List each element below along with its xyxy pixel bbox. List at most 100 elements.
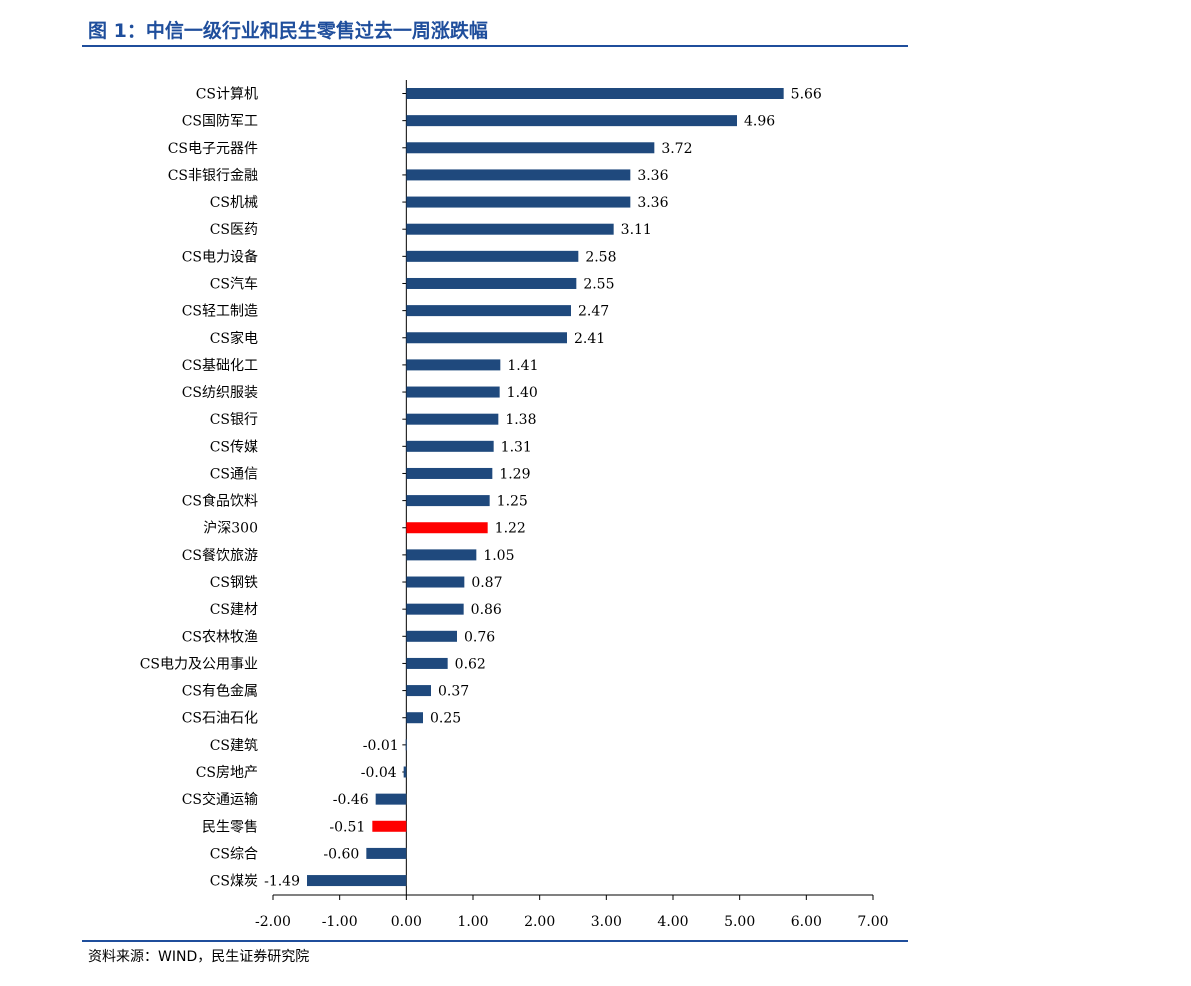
value-label: 3.36	[637, 195, 668, 211]
value-label: 2.55	[583, 276, 614, 292]
value-label: 1.38	[505, 412, 536, 428]
bar	[406, 467, 493, 479]
x-tick-label: 3.00	[591, 914, 622, 930]
category-label: CS传媒	[210, 439, 258, 455]
category-label: CS通信	[210, 466, 258, 482]
figure-title: 图 1：中信一级行业和民生零售过去一周涨跌幅	[88, 20, 488, 42]
bar	[406, 277, 577, 289]
category-label: CS计算机	[196, 87, 258, 103]
value-label: 1.05	[483, 548, 514, 564]
source-note: 资料来源：WIND，民生证券研究院	[88, 949, 310, 965]
category-label: CS电子元器件	[168, 141, 258, 157]
value-label: 0.25	[430, 711, 461, 727]
category-label: CS餐饮旅游	[182, 548, 258, 564]
category-label: CS交通运输	[182, 791, 258, 808]
bar	[406, 495, 490, 507]
x-tick-label: -1.00	[322, 914, 358, 930]
bar	[406, 305, 571, 317]
category-label: CS电力及公用事业	[140, 656, 258, 672]
value-label: 1.22	[495, 521, 526, 537]
value-labels: 5.66 4.96 3.72 3.36 3.36 3.11 2.58 2.55 2.47 2.41…	[264, 87, 822, 890]
value-label: 1.31	[501, 439, 532, 455]
x-tick-label: 4.00	[657, 914, 688, 930]
value-label: 2.47	[578, 304, 609, 320]
bar	[406, 359, 501, 371]
bar	[406, 196, 631, 208]
bar	[406, 440, 494, 452]
x-tick-label: 2.00	[524, 914, 555, 930]
x-tick-label: 6.00	[791, 914, 822, 930]
value-label: -0.51	[329, 819, 365, 835]
category-label: CS农林牧渔	[182, 629, 258, 645]
category-label: CS钢铁	[210, 575, 258, 591]
category-label: CS电力设备	[182, 248, 258, 265]
title-rule	[82, 45, 908, 47]
tick-labels: -2.00 -1.00 0.00 1.00 2.00 3.00 4.00 5.00 6.00 7.…	[255, 914, 889, 930]
category-label: CS纺织服装	[182, 385, 258, 401]
value-label: 3.36	[637, 168, 668, 184]
category-label: CS煤炭	[210, 874, 258, 890]
value-label: -1.49	[264, 874, 300, 890]
bar	[406, 115, 737, 127]
category-label: CS房地产	[196, 765, 258, 781]
bar	[405, 739, 407, 751]
category-label: CS机械	[210, 195, 258, 211]
value-label: 0.76	[464, 629, 495, 645]
bar	[406, 603, 464, 615]
bar	[403, 766, 407, 778]
value-label: 0.87	[471, 575, 502, 591]
value-label: -0.04	[361, 765, 397, 781]
category-label: CS汽车	[210, 275, 258, 292]
x-tick-label: 0.00	[391, 914, 422, 930]
bar	[406, 386, 500, 398]
value-label: 1.40	[507, 385, 538, 401]
category-label: 民生零售	[202, 819, 258, 835]
bar	[307, 875, 407, 887]
bar	[366, 847, 407, 859]
chart-bars	[307, 88, 784, 887]
category-label: CS建材	[210, 602, 258, 618]
category-label: CS石油石化	[182, 711, 258, 727]
x-tick-label: 5.00	[724, 914, 755, 930]
footer-rule	[82, 940, 908, 942]
value-label: -0.60	[323, 846, 359, 862]
category-label: CS基础化工	[182, 357, 258, 374]
x-tick-label: 7.00	[857, 914, 888, 930]
value-label: 5.66	[791, 87, 822, 103]
bar	[406, 250, 579, 262]
category-label: CS国防军工	[182, 114, 258, 130]
value-label: 0.37	[438, 684, 469, 700]
bar	[406, 223, 614, 235]
category-label: CS食品饮料	[182, 493, 258, 510]
bar	[406, 657, 448, 669]
bar	[406, 413, 499, 425]
value-label: -0.46	[333, 792, 369, 808]
value-label: 3.11	[621, 222, 652, 238]
value-label: 1.29	[499, 466, 530, 482]
category-label: CS医药	[210, 222, 258, 238]
x-tick-label: -2.00	[255, 914, 291, 930]
x-tick-label: 1.00	[457, 914, 488, 930]
category-label: CS综合	[210, 846, 258, 862]
bar	[406, 169, 631, 181]
value-label: 0.62	[455, 656, 486, 672]
bar	[406, 549, 477, 561]
value-label: 2.58	[585, 249, 616, 265]
bar	[406, 522, 488, 534]
value-label: 4.96	[744, 114, 775, 130]
bar	[372, 820, 407, 832]
category-label: CS有色金属	[182, 683, 258, 700]
category-label: CS轻工制造	[182, 304, 258, 320]
category-labels: CS计算机 CS国防军工 CS电子元器件 CS非银行金融 CS机械 CS医药 CS电力设备 C…	[140, 87, 258, 890]
category-label: CS建筑	[210, 738, 258, 754]
category-label: CS家电	[210, 330, 258, 347]
value-label: 2.41	[574, 331, 605, 347]
bar	[406, 88, 784, 99]
category-label: CS银行	[210, 412, 258, 428]
category-label: CS非银行金融	[168, 168, 258, 184]
bar	[375, 793, 407, 805]
value-label: -0.01	[363, 738, 399, 754]
bar	[406, 630, 457, 642]
bar	[406, 142, 655, 154]
